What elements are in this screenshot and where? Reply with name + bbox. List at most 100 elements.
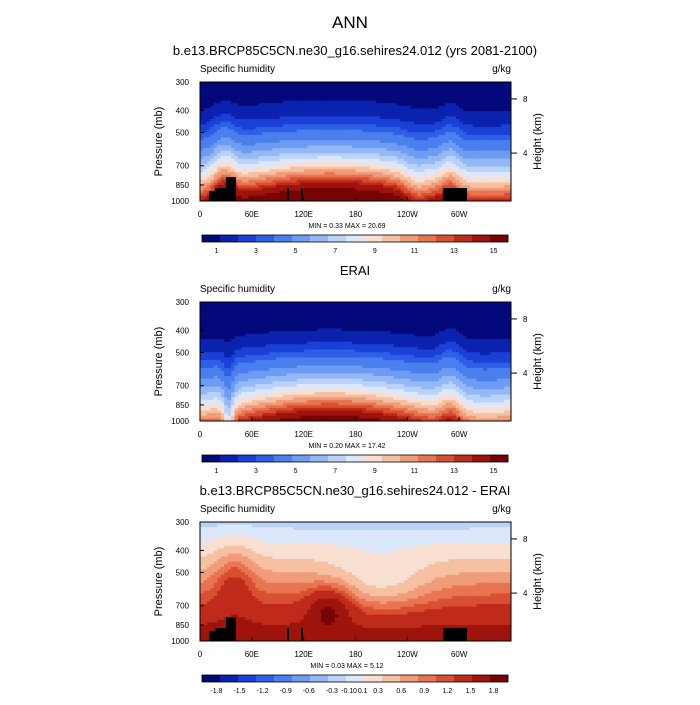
field-cell	[504, 175, 508, 178]
field-cell	[369, 310, 373, 313]
field-cell	[307, 95, 311, 98]
field-cell	[428, 127, 432, 130]
field-cell	[283, 119, 287, 122]
field-cell	[418, 90, 422, 93]
field-cell	[466, 93, 470, 96]
colorbar-label: 3	[254, 248, 258, 255]
field-cell	[238, 188, 242, 191]
field-cell	[290, 185, 294, 188]
field-cell	[345, 318, 349, 321]
field-cell	[438, 167, 442, 170]
field-cell	[203, 172, 207, 175]
field-cell	[266, 175, 270, 178]
field-cell	[328, 127, 332, 130]
field-cell	[394, 188, 398, 191]
field-cell	[366, 108, 370, 111]
field-cell	[373, 185, 377, 188]
field-cell	[366, 98, 370, 101]
field-cell	[414, 95, 418, 98]
field-cell	[490, 124, 494, 127]
field-cell	[338, 190, 342, 193]
field-cell	[442, 310, 446, 313]
field-cell	[369, 196, 373, 199]
field-cell	[321, 180, 325, 183]
field-cell	[376, 321, 380, 324]
field-cell	[328, 132, 332, 135]
field-cell	[366, 95, 370, 98]
field-cell	[376, 318, 380, 321]
field-cell	[245, 98, 249, 101]
field-cell	[404, 159, 408, 162]
field-cell	[203, 153, 207, 156]
field-cell	[445, 305, 449, 308]
field-cell	[425, 323, 429, 326]
field-cell	[504, 140, 508, 143]
field-cell	[383, 101, 387, 104]
field-cell	[445, 143, 449, 146]
field-cell	[228, 172, 232, 175]
field-cell	[321, 93, 325, 96]
field-cell	[252, 172, 256, 175]
field-cell	[390, 190, 394, 193]
field-cell	[279, 307, 283, 310]
field-cell	[452, 177, 456, 180]
field-cell	[356, 307, 360, 310]
field-cell	[210, 151, 214, 154]
field-cell	[480, 108, 484, 111]
field-cell	[411, 164, 415, 167]
field-cell	[383, 182, 387, 185]
field-cell	[307, 114, 311, 117]
field-cell	[276, 140, 280, 143]
field-cell	[387, 318, 391, 321]
field-cell	[235, 307, 239, 310]
field-cell	[418, 169, 422, 172]
field-cell	[390, 90, 394, 93]
field-cell	[397, 169, 401, 172]
field-cell	[504, 101, 508, 104]
field-cell	[352, 164, 356, 167]
field-cell	[432, 156, 436, 159]
field-cell	[207, 159, 211, 162]
field-cell	[203, 182, 207, 185]
field-cell	[290, 116, 294, 119]
field-cell	[490, 132, 494, 135]
field-cell	[273, 167, 277, 170]
field-cell	[404, 140, 408, 143]
field-cell	[501, 93, 505, 96]
field-cell	[228, 167, 232, 170]
field-cell	[362, 114, 366, 117]
field-cell	[283, 151, 287, 154]
field-cell	[331, 313, 335, 316]
field-cell	[273, 310, 277, 313]
field-cell	[266, 151, 270, 154]
field-cell	[262, 153, 266, 156]
field-cell	[293, 95, 297, 98]
field-cell	[300, 323, 304, 326]
field-cell	[470, 103, 474, 106]
field-cell	[235, 135, 239, 138]
field-cell	[463, 119, 467, 122]
field-cell	[276, 193, 280, 196]
field-cell	[414, 307, 418, 310]
field-cell	[214, 148, 218, 151]
field-cell	[356, 196, 360, 199]
field-cell	[279, 111, 283, 114]
field-cell	[321, 177, 325, 180]
field-cell	[445, 182, 449, 185]
field-cell	[269, 326, 273, 329]
field-cell	[224, 143, 228, 146]
field-cell	[241, 196, 245, 199]
field-cell	[238, 318, 242, 321]
field-cell	[449, 151, 453, 154]
field-cell	[283, 148, 287, 151]
field-cell	[217, 85, 221, 88]
field-cell	[411, 167, 415, 170]
field-cell	[362, 169, 366, 172]
field-cell	[428, 111, 432, 114]
field-cell	[421, 307, 425, 310]
field-cell	[387, 193, 391, 196]
field-cell	[321, 140, 325, 143]
field-cell	[380, 116, 384, 119]
field-cell	[203, 164, 207, 167]
field-cell	[228, 321, 232, 324]
